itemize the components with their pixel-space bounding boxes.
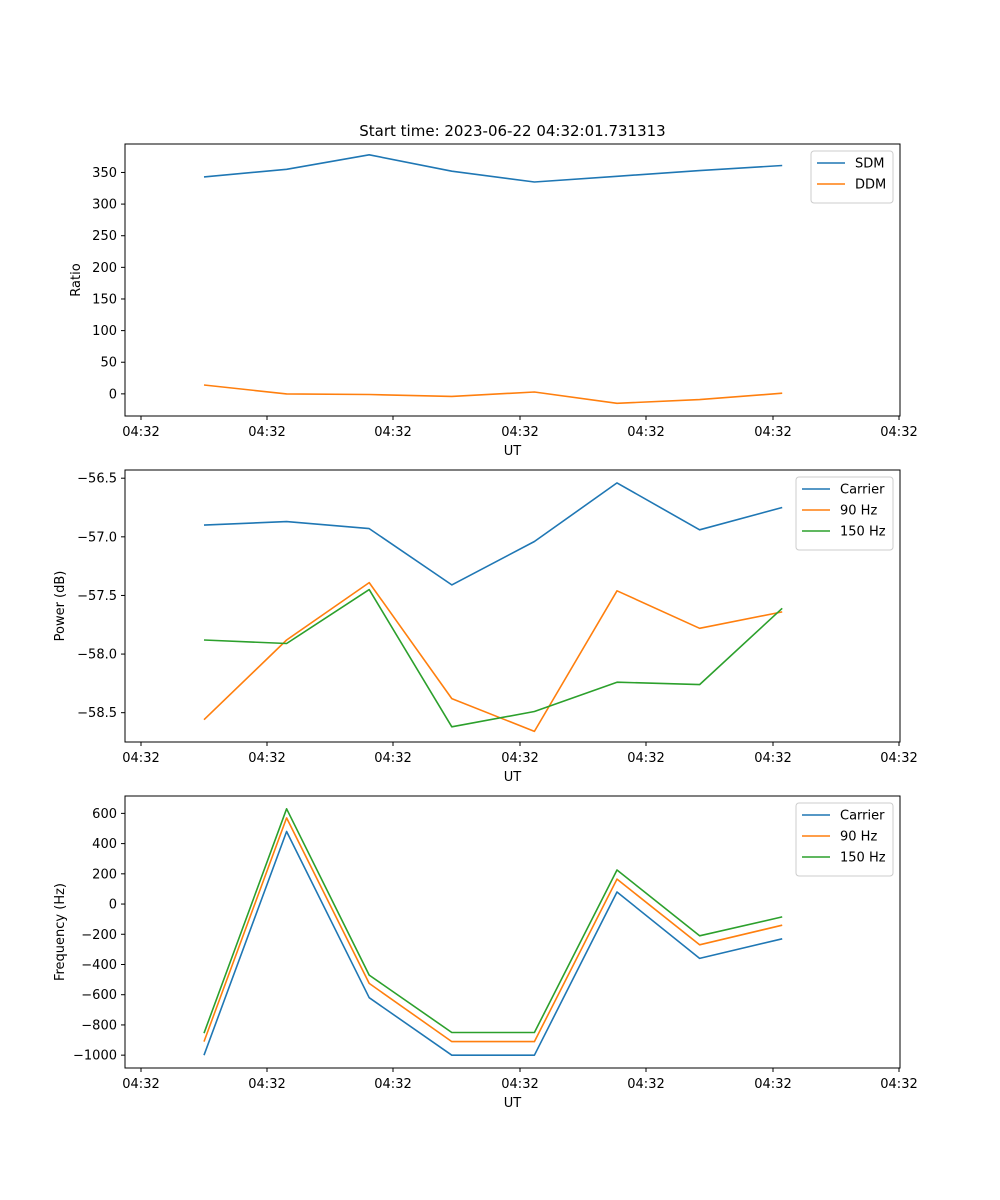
x-tick-label: 04:32 (754, 425, 791, 440)
x-tick-label: 04:32 (754, 1077, 791, 1092)
y-tick-label: 600 (92, 807, 117, 822)
legend-label: SDM (855, 157, 884, 172)
y-tick-label: 300 (92, 198, 117, 213)
y-tick-label: −800 (81, 1018, 117, 1033)
y-axis-label: Power (dB) (53, 571, 68, 642)
y-tick-label: −57.5 (77, 589, 117, 604)
x-tick-label: 04:32 (501, 751, 538, 766)
y-tick-label: 400 (92, 837, 117, 852)
x-tick-label: 04:32 (627, 425, 664, 440)
x-tick-label: 04:32 (627, 751, 664, 766)
plot-frame (124, 795, 901, 1069)
y-tick-label: 200 (92, 261, 117, 276)
legend-label: Carrier (840, 809, 885, 824)
series-line-3 (203, 588, 783, 728)
x-tick-label: 04:32 (374, 751, 411, 766)
y-tick-label: 200 (92, 867, 117, 882)
legend-box (810, 150, 894, 204)
y-tick-label: −600 (81, 988, 117, 1003)
y-axis-label: Ratio (69, 263, 84, 296)
y-tick-label: −58.5 (77, 706, 117, 721)
y-tick-label: 250 (92, 229, 117, 244)
legend-label: 150 Hz (840, 525, 886, 540)
plot-frame (124, 143, 901, 417)
x-tick-label: 04:32 (880, 425, 917, 440)
y-tick-label: 50 (100, 356, 117, 371)
x-tick-label: 04:32 (880, 1077, 917, 1092)
y-tick-label: 150 (92, 292, 117, 307)
y-tick-label: −200 (81, 928, 117, 943)
x-tick-label: 04:32 (122, 425, 159, 440)
y-tick-label: 350 (92, 166, 117, 181)
chart-panel-1: 04:32 04:32 04:32 04:32 04:32 04:32 04:32 0 50 10… (69, 143, 918, 459)
legend-label: 150 Hz (840, 851, 886, 866)
series-line-2 (203, 817, 783, 1043)
x-tick-label: 04:32 (627, 1077, 664, 1092)
series-line-2 (203, 581, 783, 733)
series-line-1 (203, 830, 783, 1056)
series-line-3 (203, 807, 783, 1034)
x-tick-label: 04:32 (374, 1077, 411, 1092)
y-tick-label: 0 (109, 387, 117, 402)
series-line-1 (203, 154, 783, 183)
legend-label: 90 Hz (840, 504, 877, 519)
x-axis-label: UT (504, 444, 522, 459)
y-tick-label: −57.0 (77, 530, 117, 545)
legend: Carrier 90 Hz 150 Hz (795, 802, 894, 877)
legend: SDM DDM (810, 150, 894, 204)
chart-panel-2: 04:32 04:32 04:32 04:32 04:32 04:32 04:32 −58.5… (53, 469, 918, 785)
x-tick-label: 04:32 (248, 425, 285, 440)
series-line-2 (203, 384, 783, 405)
x-tick-label: 04:32 (501, 425, 538, 440)
y-tick-label: 0 (109, 898, 117, 913)
y-tick-label: −1000 (73, 1049, 117, 1064)
x-axis-label: UT (504, 770, 522, 785)
plot-frame (124, 469, 901, 743)
y-tick-label: −58.0 (77, 648, 117, 663)
panels: 04:32 04:32 04:32 04:32 04:32 04:32 04:32 0 50 10… (53, 143, 918, 1111)
figure-title: Start time: 2023-06-22 04:32:01.731313 (359, 122, 665, 140)
x-axis-label: UT (504, 1096, 522, 1111)
series-line-1 (203, 482, 783, 586)
legend: Carrier 90 Hz 150 Hz (795, 476, 894, 551)
legend-label: 90 Hz (840, 830, 877, 845)
legend-label: Carrier (840, 483, 885, 498)
x-tick-label: 04:32 (374, 425, 411, 440)
chart-panel-3: 04:32 04:32 04:32 04:32 04:32 04:32 04:32 −1000… (53, 795, 918, 1111)
x-tick-label: 04:32 (122, 1077, 159, 1092)
x-tick-label: 04:32 (248, 1077, 285, 1092)
y-tick-label: −56.5 (77, 472, 117, 487)
x-tick-label: 04:32 (248, 751, 285, 766)
y-axis-label: Frequency (Hz) (53, 883, 68, 981)
x-tick-label: 04:32 (501, 1077, 538, 1092)
y-tick-label: −400 (81, 958, 117, 973)
legend-label: DDM (855, 178, 886, 193)
y-tick-label: 100 (92, 324, 117, 339)
x-tick-label: 04:32 (880, 751, 917, 766)
x-tick-label: 04:32 (754, 751, 791, 766)
x-tick-label: 04:32 (122, 751, 159, 766)
